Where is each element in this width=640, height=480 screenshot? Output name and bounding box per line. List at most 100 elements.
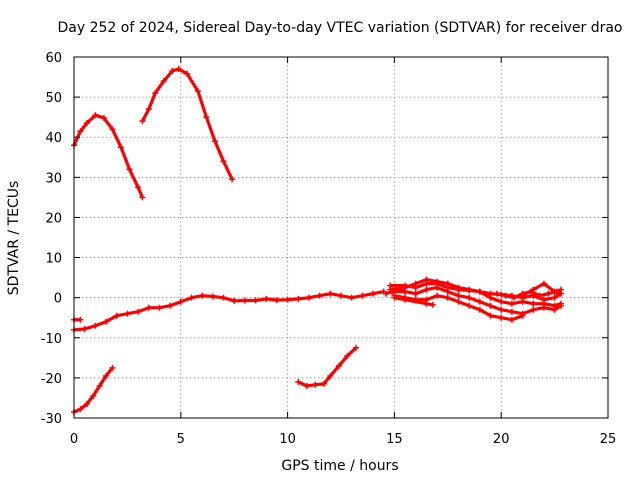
data-point (508, 316, 515, 323)
data-point (156, 304, 163, 311)
data-point (412, 290, 419, 297)
y-tick-label: 0 (54, 292, 62, 307)
data-point (139, 118, 146, 125)
data-point (423, 300, 430, 307)
data-series (71, 66, 565, 415)
data-point (305, 294, 312, 301)
data-point (229, 176, 236, 183)
data-point (117, 144, 124, 151)
y-tick-label: 50 (45, 91, 62, 106)
data-point (382, 290, 389, 297)
data-point (126, 166, 133, 173)
data-point (402, 288, 409, 295)
data-point (344, 352, 351, 359)
series-band-late-7 (394, 296, 434, 307)
data-point (444, 280, 451, 287)
data-point (466, 302, 473, 309)
y-tick-label: 10 (45, 252, 62, 267)
data-point (103, 318, 110, 325)
x-axis-label: GPS time / hours (281, 458, 398, 474)
data-point (100, 114, 107, 121)
data-point (476, 306, 483, 313)
data-point (511, 294, 518, 301)
data-point (423, 276, 430, 283)
y-tick-label: 60 (45, 51, 62, 66)
data-point (83, 400, 90, 407)
data-point (466, 294, 473, 301)
data-point (551, 288, 558, 295)
data-point (203, 114, 210, 121)
data-point (455, 298, 462, 305)
x-tick-label: 15 (386, 432, 403, 447)
data-point (252, 297, 259, 304)
data-point (508, 300, 515, 307)
y-tick-label: 30 (45, 171, 62, 186)
data-point (412, 280, 419, 287)
data-point (83, 120, 90, 127)
data-point (327, 372, 334, 379)
data-point (519, 312, 526, 319)
data-point (209, 293, 216, 300)
data-point (498, 314, 505, 321)
data-point (536, 292, 543, 299)
data-point (231, 297, 238, 304)
chart-title: Day 252 of 2024, Sidereal Day-to-day VTE… (57, 20, 622, 36)
x-tick-label: 5 (177, 432, 185, 447)
data-point (184, 70, 191, 77)
data-point (169, 68, 176, 75)
y-tick-label: 40 (45, 131, 62, 146)
data-point (103, 372, 110, 379)
data-point (152, 90, 159, 97)
y-tick-label: -10 (41, 332, 62, 347)
data-point (530, 306, 537, 313)
data-point (160, 78, 167, 85)
data-point (145, 106, 152, 113)
data-point (558, 302, 565, 309)
y-ticks: -30 -20 -10 0 10 20 30 40 50 60 (41, 51, 608, 427)
data-point (508, 308, 515, 315)
data-point (139, 194, 146, 201)
data-point (402, 296, 409, 303)
data-point (241, 297, 248, 304)
data-point (188, 294, 195, 301)
data-point (487, 302, 494, 309)
data-point (303, 382, 310, 389)
data-point (487, 294, 494, 301)
data-point (145, 304, 152, 311)
data-point (498, 306, 505, 313)
data-point (211, 138, 218, 145)
data-point (370, 290, 377, 297)
data-point (519, 298, 526, 305)
data-point (316, 292, 323, 299)
data-point (113, 312, 120, 319)
data-point (493, 290, 500, 297)
data-point (284, 296, 291, 303)
data-point (434, 292, 441, 299)
data-point (476, 298, 483, 305)
data-point (295, 378, 302, 385)
data-point (220, 158, 227, 165)
data-point (389, 288, 396, 295)
data-point (77, 406, 84, 413)
data-point (359, 292, 366, 299)
data-point (92, 322, 99, 329)
data-point (312, 381, 319, 388)
x-ticks: 0 5 10 15 20 25 (70, 57, 616, 447)
data-point (551, 306, 558, 313)
data-point (397, 286, 404, 293)
data-point (502, 292, 509, 299)
data-point (466, 286, 473, 293)
data-point (519, 292, 526, 299)
data-point (530, 286, 537, 293)
data-point (220, 294, 227, 301)
x-tick-label: 20 (493, 432, 510, 447)
data-point (391, 294, 398, 301)
data-point (558, 290, 565, 297)
data-point (273, 297, 280, 304)
data-point (434, 284, 441, 291)
data-point (338, 292, 344, 299)
data-point (540, 280, 547, 287)
data-point (476, 288, 483, 295)
grid (74, 57, 608, 418)
